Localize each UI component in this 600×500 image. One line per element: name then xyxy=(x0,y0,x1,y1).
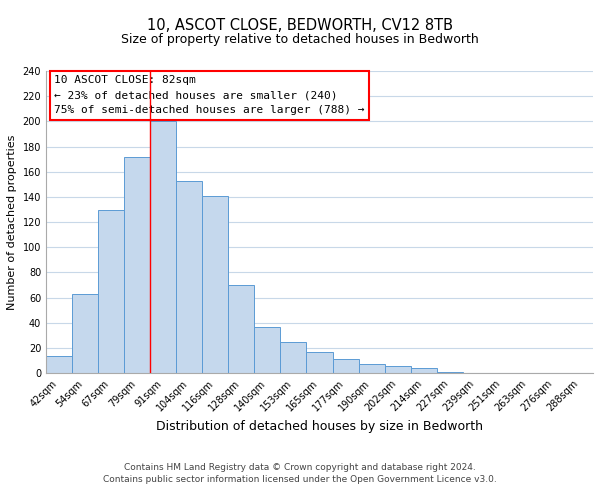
Bar xyxy=(332,360,359,373)
X-axis label: Distribution of detached houses by size in Bedworth: Distribution of detached houses by size … xyxy=(156,420,483,433)
Bar xyxy=(202,196,229,373)
Bar xyxy=(150,122,176,373)
Text: 10, ASCOT CLOSE, BEDWORTH, CV12 8TB: 10, ASCOT CLOSE, BEDWORTH, CV12 8TB xyxy=(147,18,453,32)
Bar xyxy=(176,180,202,373)
Bar xyxy=(437,372,463,373)
Text: Size of property relative to detached houses in Bedworth: Size of property relative to detached ho… xyxy=(121,32,479,46)
Text: Contains HM Land Registry data © Crown copyright and database right 2024.: Contains HM Land Registry data © Crown c… xyxy=(124,464,476,472)
Bar xyxy=(254,326,280,373)
Bar xyxy=(280,342,307,373)
Bar xyxy=(229,285,254,373)
Bar xyxy=(124,156,150,373)
Bar xyxy=(72,294,98,373)
Text: 10 ASCOT CLOSE: 82sqm
← 23% of detached houses are smaller (240)
75% of semi-det: 10 ASCOT CLOSE: 82sqm ← 23% of detached … xyxy=(54,76,365,115)
Bar xyxy=(385,366,410,373)
Bar xyxy=(359,364,385,373)
Text: Contains public sector information licensed under the Open Government Licence v3: Contains public sector information licen… xyxy=(103,475,497,484)
Bar xyxy=(98,210,124,373)
Bar xyxy=(410,368,437,373)
Bar xyxy=(307,352,332,373)
Bar xyxy=(46,356,72,373)
Y-axis label: Number of detached properties: Number of detached properties xyxy=(7,134,17,310)
